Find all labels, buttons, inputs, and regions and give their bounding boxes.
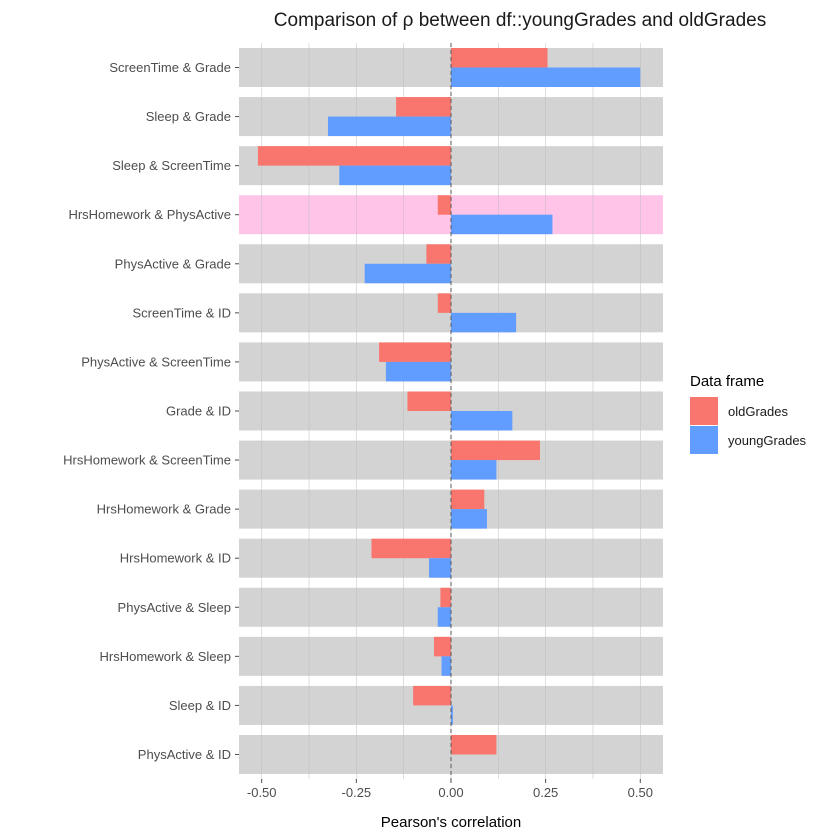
x-tick-label: 0.50 (628, 785, 653, 800)
bar-oldgrades-physactive-screentime (379, 342, 451, 362)
bar-younggrades-screentime-id (451, 312, 517, 333)
bar-younggrades-physactive-grade (364, 263, 451, 284)
legend-title: Data frame (690, 373, 764, 390)
y-tick-label: Sleep & ID (169, 698, 231, 713)
bar-younggrades-hrshomework-physactive (451, 214, 553, 235)
bar-oldgrades-hrshomework-id (371, 538, 451, 559)
bar-oldgrades-sleep-screentime (257, 146, 451, 166)
bar-younggrades-hrshomework-screentime (451, 460, 497, 480)
y-tick-label: Sleep & Grade (146, 109, 231, 124)
y-tick-label: HrsHomework & ID (120, 551, 231, 566)
x-axis-title: Pearson's correlation (381, 814, 521, 831)
legend-swatch-oldgrades (690, 397, 718, 425)
bar-oldgrades-physactive-id (451, 734, 497, 755)
bar-younggrades-hrshomework-id (429, 558, 451, 578)
bar-younggrades-sleep-grade (327, 116, 451, 137)
bars (257, 48, 641, 774)
bar-oldgrades-sleep-id (413, 685, 451, 706)
y-tick-label: PhysActive & Sleep (118, 600, 231, 615)
y-tick-label: Grade & ID (166, 403, 231, 418)
x-axis-tick-labels: -0.50 -0.25 0.00 0.25 0.50 (247, 778, 653, 800)
bar-oldgrades-grade-id (407, 391, 451, 411)
x-tick-label: -0.50 (247, 785, 277, 800)
bar-oldgrades-physactive-sleep (440, 587, 451, 608)
y-tick-label: HrsHomework & PhysActive (68, 207, 231, 222)
bar-younggrades-sleep-id (451, 705, 453, 725)
y-tick-label: PhysActive & ID (138, 747, 231, 762)
bar-oldgrades-hrshomework-screentime (451, 440, 540, 461)
y-tick-label: HrsHomework & ScreenTime (63, 453, 231, 468)
bar-oldgrades-physactive-grade (426, 244, 451, 264)
bar-oldgrades-hrshomework-grade (451, 489, 485, 510)
bar-younggrades-physactive-screentime (385, 361, 451, 382)
y-tick-label: HrsHomework & Sleep (100, 649, 232, 664)
x-tick-label: 0.00 (438, 785, 463, 800)
legend-label-younggrades: youngGrades (728, 433, 807, 448)
y-tick-label: ScreenTime & Grade (109, 60, 231, 75)
bar-younggrades-screentime-grade (451, 67, 641, 87)
y-tick-label: PhysActive & Grade (115, 256, 231, 271)
x-tick-label: -0.25 (342, 785, 372, 800)
y-tick-label: ScreenTime & ID (133, 305, 232, 320)
chart-title: Comparison of ρ between df::youngGrades … (274, 10, 766, 31)
bar-oldgrades-screentime-id (437, 293, 451, 313)
x-tick-label: 0.25 (533, 785, 558, 800)
bar-oldgrades-hrshomework-sleep (433, 636, 451, 657)
legend-swatch-younggrades (690, 426, 718, 454)
bar-oldgrades-hrshomework-physactive (437, 195, 451, 215)
y-tick-label: Sleep & ScreenTime (112, 158, 231, 173)
bar-oldgrades-screentime-grade (451, 48, 548, 68)
y-tick-label: HrsHomework & Grade (97, 502, 231, 517)
bar-younggrades-sleep-screentime (339, 165, 451, 186)
bar-younggrades-grade-id (451, 410, 513, 431)
bar-younggrades-hrshomework-grade (451, 509, 487, 529)
y-axis-tick-labels: ScreenTime & Grade Sleep & Grade Sleep & S… (63, 60, 239, 762)
y-tick-label: PhysActive & ScreenTime (81, 354, 231, 369)
bar-oldgrades-sleep-grade (396, 97, 451, 117)
legend-label-oldgrades: oldGrades (728, 404, 788, 419)
legend: Data frame oldGrades youngGrades (690, 373, 807, 454)
bar-younggrades-physactive-sleep (437, 607, 451, 627)
bar-younggrades-hrshomework-sleep (441, 656, 451, 676)
